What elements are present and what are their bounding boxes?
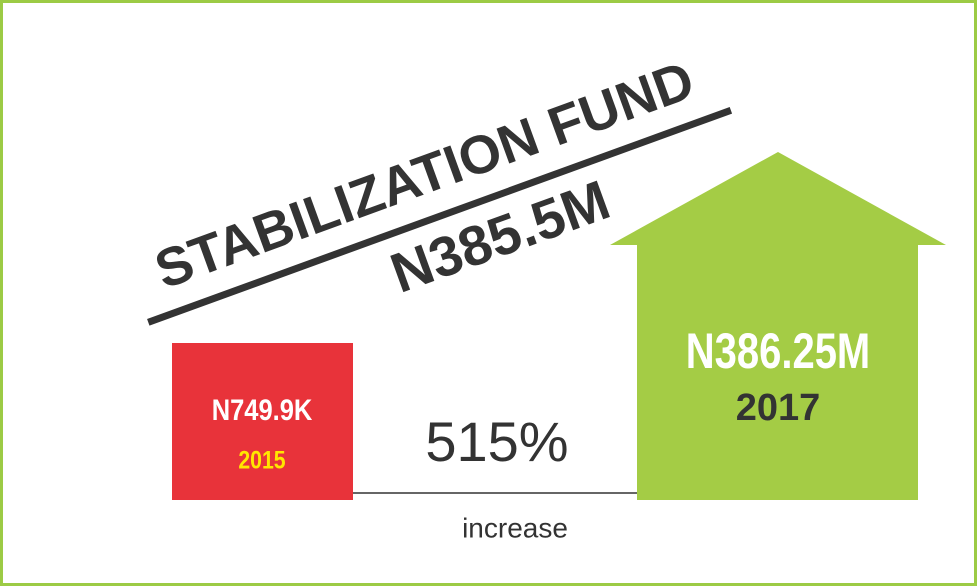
after-year: 2017 — [736, 387, 821, 429]
after-value: N386.25M — [686, 323, 871, 379]
change-value: 515% — [425, 410, 568, 473]
before-year: 2015 — [238, 446, 285, 474]
before-value: N749.9K — [212, 393, 313, 426]
change-label: increase — [462, 512, 568, 543]
before-box — [172, 343, 353, 500]
title-underline — [147, 106, 733, 326]
after-arrow — [610, 152, 946, 500]
